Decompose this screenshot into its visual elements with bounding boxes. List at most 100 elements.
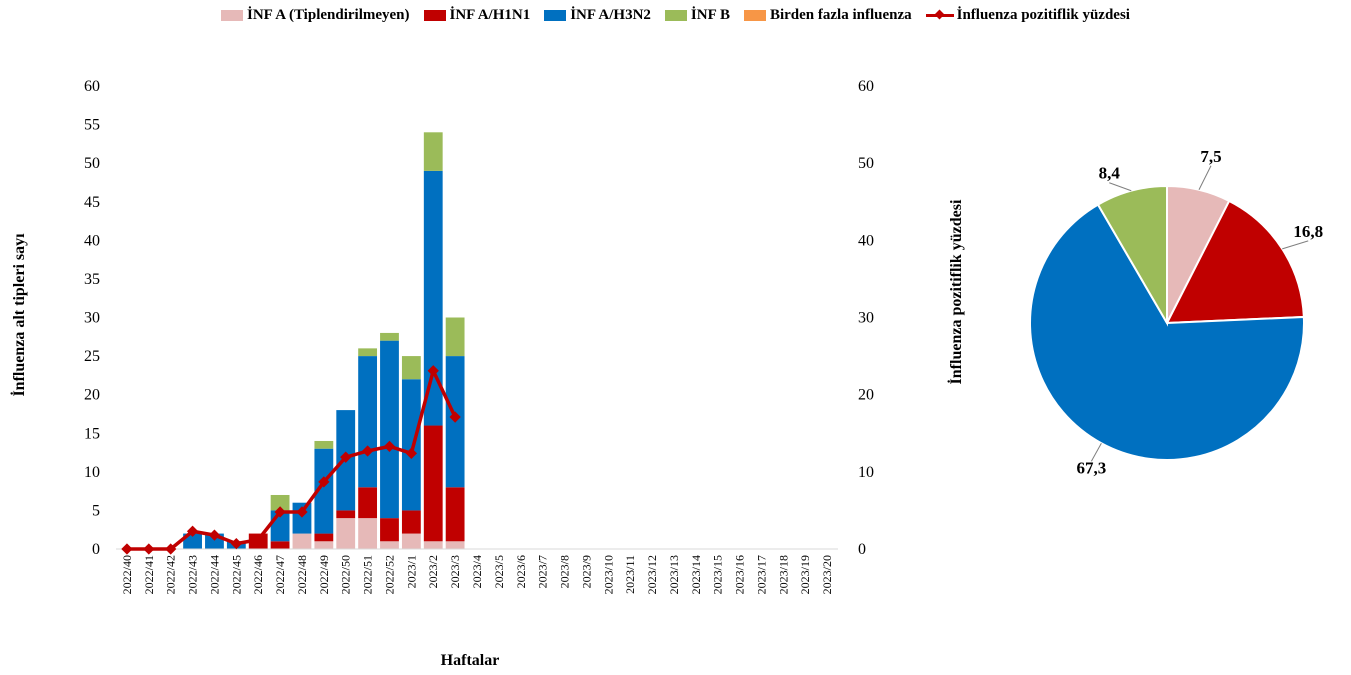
legend-line-marker	[925, 9, 954, 21]
legend-label: İNF A (Tiplendirilmeyen)	[247, 6, 410, 23]
y2-tick-label: 40	[858, 232, 874, 249]
x-tick-label: 2023/6	[514, 555, 528, 588]
x-tick-label: 2022/41	[142, 555, 156, 594]
x-tick-label: 2023/13	[667, 555, 681, 594]
bar-segment	[401, 379, 421, 511]
positivity-point	[274, 506, 286, 518]
positivity-point	[318, 476, 330, 488]
legend-label: Birden fazla influenza	[769, 6, 912, 23]
pie-slices	[1029, 184, 1305, 461]
positivity-point	[361, 445, 374, 457]
x-tick-label: 2023/18	[776, 555, 790, 594]
bar-segment	[380, 332, 399, 341]
pie-labels: 7,5 16,8 67,3 8,4	[1077, 147, 1324, 477]
bar-segment	[401, 510, 421, 534]
y2-tick-label: 10	[858, 464, 874, 481]
x-tick-label: 2022/40	[120, 555, 134, 594]
legend-swatch	[544, 9, 567, 21]
x-tick-label: 2022/48	[295, 555, 309, 594]
x-tick-label: 2023/1	[404, 555, 418, 588]
bar-segment	[292, 533, 312, 549]
bar-segment	[358, 518, 378, 549]
pie-leader-line	[1109, 182, 1132, 192]
legend-swatch	[743, 9, 766, 21]
positivity-point	[143, 543, 155, 555]
x-tick-label: 2023/4	[470, 555, 484, 588]
bar-segment	[445, 317, 465, 357]
x-tick-label: 2023/2	[426, 555, 440, 588]
x-tick-label: 2023/11	[623, 555, 637, 594]
bar-segment	[183, 533, 202, 549]
pie-slice	[1029, 203, 1305, 461]
positivity-point	[121, 543, 133, 555]
y2-tick-label: 60	[858, 78, 874, 95]
x-tick-label: 2023/20	[820, 555, 834, 594]
chart-legend: İNF A (Tiplendirilmeyen) İNF A/H1N1 İNF A/…	[0, 4, 1351, 26]
y-axis-ticks: 0 5 10 15 20 25 30 35 40 45 50 55 60	[84, 78, 100, 558]
legend-swatch	[664, 9, 687, 21]
bar-segment	[358, 487, 378, 519]
x-tick-label: 2022/44	[207, 555, 221, 594]
legend-item: Birden fazla influenza	[743, 6, 912, 24]
bar-segment	[314, 448, 334, 534]
bar-segment	[314, 440, 334, 449]
positivity-point	[340, 451, 352, 463]
legend-swatch	[221, 9, 243, 21]
positivity-point	[296, 506, 308, 518]
positivity-line-series	[121, 365, 461, 555]
bar-segment	[336, 518, 356, 549]
y2-tick-label: 30	[858, 310, 874, 327]
x-tick-label: 2023/8	[558, 555, 572, 588]
bar-segment	[380, 518, 399, 542]
y-tick-label: 45	[84, 194, 100, 211]
bar-segment	[423, 541, 443, 549]
y-tick-label: 25	[84, 348, 100, 365]
bar-segment	[270, 494, 290, 511]
pie-slice-label: 7,5	[1200, 147, 1221, 166]
bar-segment	[401, 533, 421, 549]
x-tick-label: 2023/12	[645, 555, 659, 594]
bar-segment	[314, 533, 334, 542]
bar-segment	[423, 170, 443, 426]
stacked-bar-chart: İnfluenza alt tipleri sayı İnfluenza poz…	[9, 78, 965, 669]
x-tick-label: 2023/14	[689, 555, 703, 594]
x-tick-label: 2023/9	[579, 555, 593, 588]
legend-item: İNF A/H1N1	[423, 7, 530, 24]
pie-leader-line	[1090, 443, 1102, 462]
positivity-point	[208, 529, 221, 541]
positivity-point	[230, 537, 242, 550]
pie-slice-label: 67,3	[1077, 458, 1107, 477]
legend-label: İNF A/H3N2	[570, 6, 651, 23]
x-axis-ticks: 2022/40 2022/41 2022/42 2022/43 2022/44 2022/…	[120, 555, 834, 594]
x-tick-label: 2022/49	[317, 555, 331, 594]
x-tick-label: 2023/3	[448, 555, 462, 588]
bars	[183, 132, 465, 549]
positivity-line	[126, 368, 457, 551]
bar-segment	[336, 510, 356, 519]
legend-item: İNF A (Tiplendirilmeyen)	[221, 7, 410, 24]
y2-axis-ticks: 0 10 20 30 40 50 60	[858, 78, 874, 558]
positivity-point	[427, 365, 439, 377]
legend-swatch	[423, 9, 446, 21]
x-tick-label: 2022/43	[186, 555, 200, 594]
x-tick-label: 2023/15	[711, 555, 725, 594]
legend-item: İNF B	[664, 7, 730, 24]
x-tick-label: 2022/42	[164, 555, 178, 594]
y-tick-label: 40	[84, 232, 100, 249]
x-tick-label: 2022/50	[339, 555, 353, 594]
y-tick-label: 10	[84, 464, 100, 481]
x-tick-label: 2023/5	[492, 555, 506, 588]
x-tick-label: 2022/45	[229, 555, 243, 594]
y-tick-label: 5	[92, 502, 100, 519]
pie-leader-line	[1198, 165, 1212, 191]
legend-label: İnfluenza pozitiflik yüzdesi	[956, 6, 1130, 23]
bar-segment	[423, 132, 443, 171]
y-tick-label: 50	[84, 155, 100, 172]
x-axis-label: Haftalar	[441, 652, 500, 669]
y2-axis-label: İnfluenza pozitiflik yüzdesi	[946, 199, 965, 384]
y2-tick-label: 20	[858, 387, 874, 404]
positivity-point	[405, 447, 418, 459]
positivity-point	[252, 534, 264, 546]
x-tick-label: 2023/7	[536, 555, 550, 588]
